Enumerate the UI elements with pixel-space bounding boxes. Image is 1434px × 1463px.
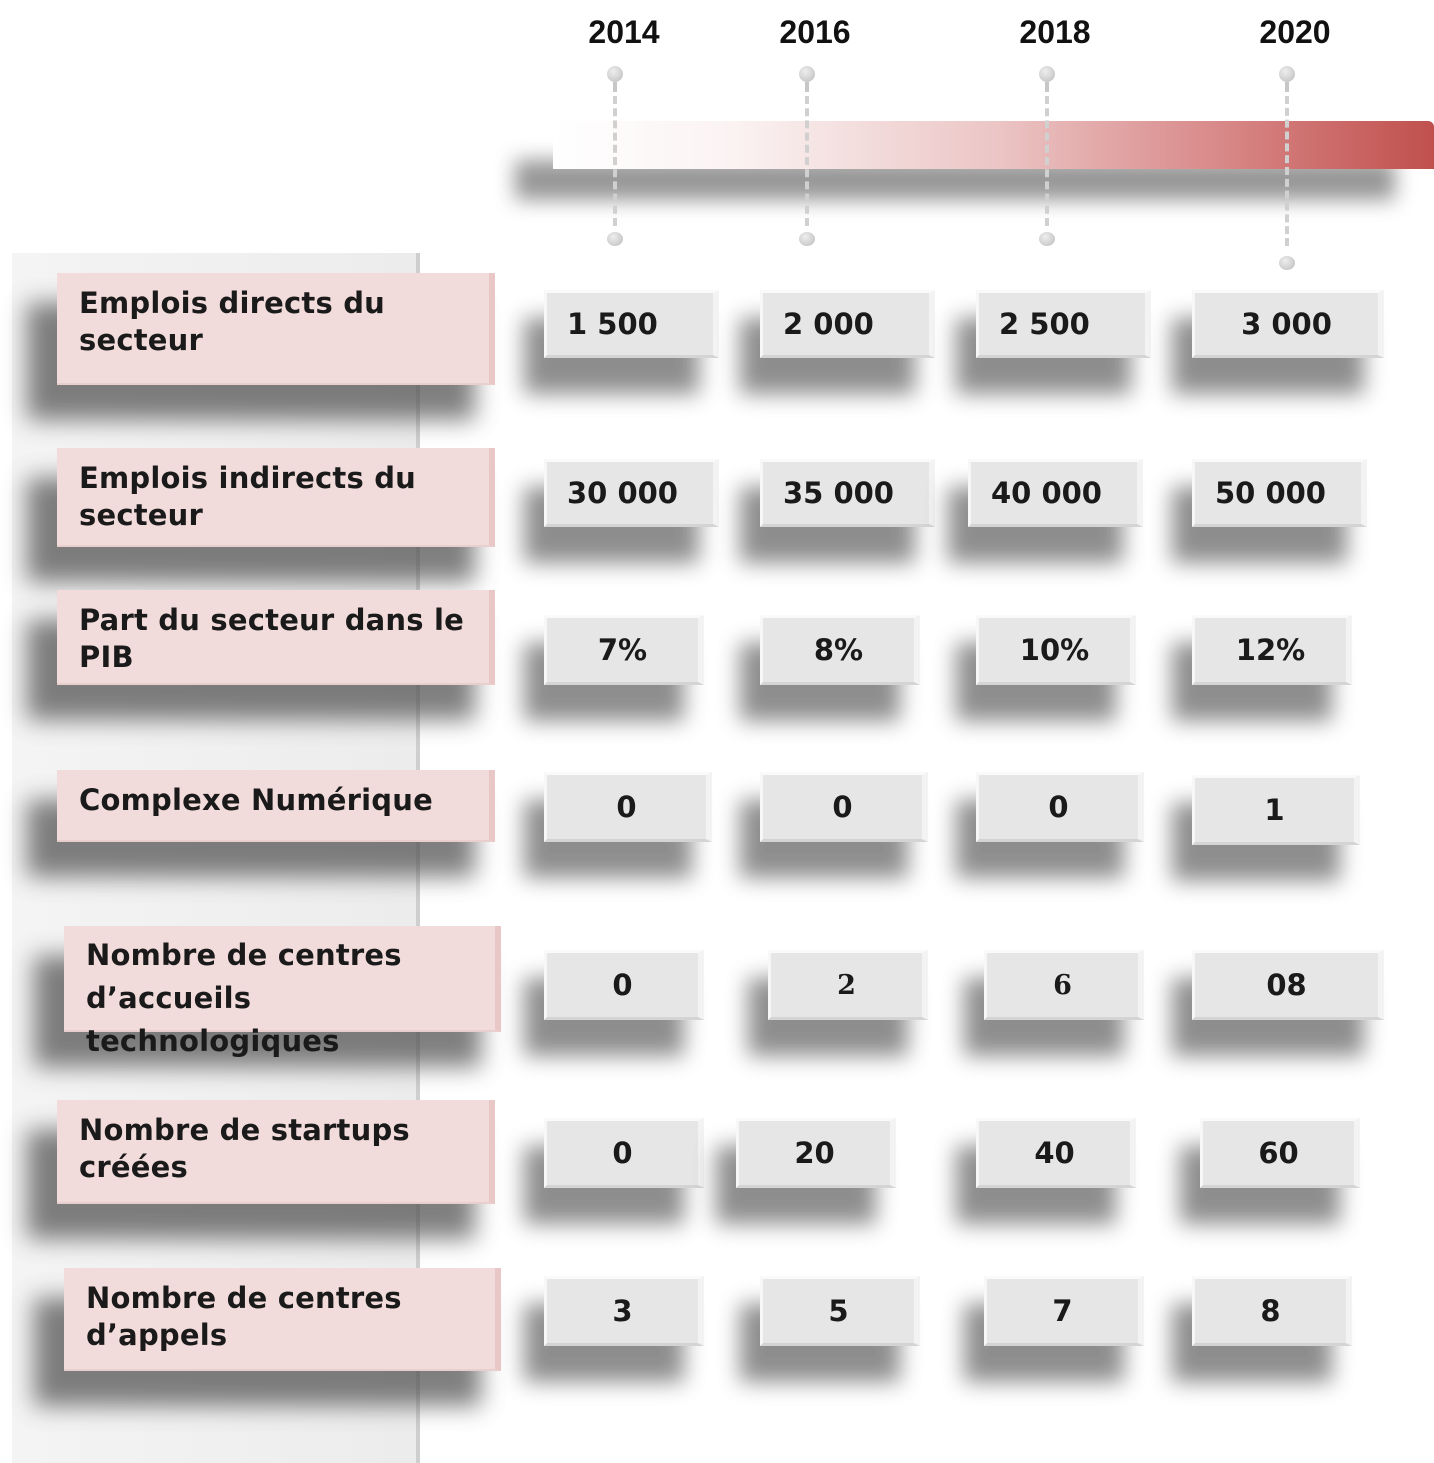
value-cell-2014: 0 — [544, 1118, 704, 1188]
timeline-bar — [553, 121, 1434, 169]
timeline-drop-icon — [607, 232, 623, 246]
value-cell-2014: 3 — [544, 1276, 704, 1346]
value-cell-2020: 3 000 — [1192, 290, 1384, 358]
timeline-drop-icon — [799, 232, 815, 246]
value-cell-2020: 60 — [1200, 1118, 1360, 1188]
value-cell-2016: 20 — [736, 1118, 896, 1188]
row-label-2: Part du secteur dans le PIB — [57, 590, 495, 685]
timeline-pin-stem — [1285, 82, 1289, 92]
timeline-drop-icon — [1039, 232, 1055, 246]
timeline-pin-stem — [613, 82, 617, 92]
timeline-pin-stem — [1045, 82, 1049, 92]
value-cell-2018: 0 — [976, 772, 1144, 842]
row-label-5: Nombre de startups créées — [57, 1100, 495, 1204]
timeline-drop-icon — [1279, 256, 1295, 270]
timeline-dashed-line — [1285, 96, 1289, 246]
value-cell-2018: 40 — [976, 1118, 1136, 1188]
value-cell-2016: 35 000 — [760, 459, 935, 527]
value-cell-2016: 2 000 — [760, 290, 935, 358]
row-label-6: Nombre de centres d’appels — [64, 1268, 501, 1371]
value-cell-2014: 0 — [544, 950, 704, 1020]
year-label-2016: 2016 — [779, 14, 851, 50]
year-label-2020: 2020 — [1259, 14, 1331, 50]
value-cell-2020: 50 000 — [1192, 459, 1367, 527]
value-cell-2014: 1 500 — [544, 290, 719, 358]
timeline-pin-icon — [607, 66, 623, 82]
value-cell-2020: 12% — [1192, 615, 1352, 685]
timeline-dashed-line — [613, 96, 617, 226]
value-cell-2016: 5 — [760, 1276, 920, 1346]
value-cell-2018: 10% — [976, 615, 1136, 685]
value-cell-2020: 08 — [1192, 950, 1384, 1020]
value-cell-2014: 30 000 — [544, 459, 719, 527]
value-cell-2020: 8 — [1192, 1276, 1352, 1346]
year-label-2014: 2014 — [588, 14, 660, 50]
row-label-1: Emplois indirects du secteur — [57, 448, 495, 547]
row-label-3: Complexe Numérique — [57, 770, 495, 842]
value-cell-2016: 2 — [768, 950, 928, 1020]
value-cell-2018: 6 — [984, 950, 1144, 1020]
value-cell-2016: 8% — [760, 615, 920, 685]
year-label-2018: 2018 — [1019, 14, 1091, 50]
value-cell-2014: 0 — [544, 772, 712, 842]
timeline-pin-icon — [799, 66, 815, 82]
timeline-pin-stem — [805, 82, 809, 92]
value-cell-2016: 0 — [760, 772, 928, 842]
timeline-dashed-line — [805, 96, 809, 226]
value-cell-2018: 7 — [984, 1276, 1144, 1346]
value-cell-2014: 7% — [544, 615, 704, 685]
value-cell-2018: 40 000 — [968, 459, 1143, 527]
row-label-4: Nombre de centres d’accueils technologiq… — [64, 926, 501, 1058]
value-cell-2018: 2 500 — [976, 290, 1151, 358]
timeline-dashed-line — [1045, 96, 1049, 226]
timeline-pin-icon — [1279, 66, 1295, 82]
row-label-0: Emplois directs du secteur — [57, 273, 495, 385]
timeline-pin-icon — [1039, 66, 1055, 82]
value-cell-2020: 1 — [1192, 775, 1360, 845]
